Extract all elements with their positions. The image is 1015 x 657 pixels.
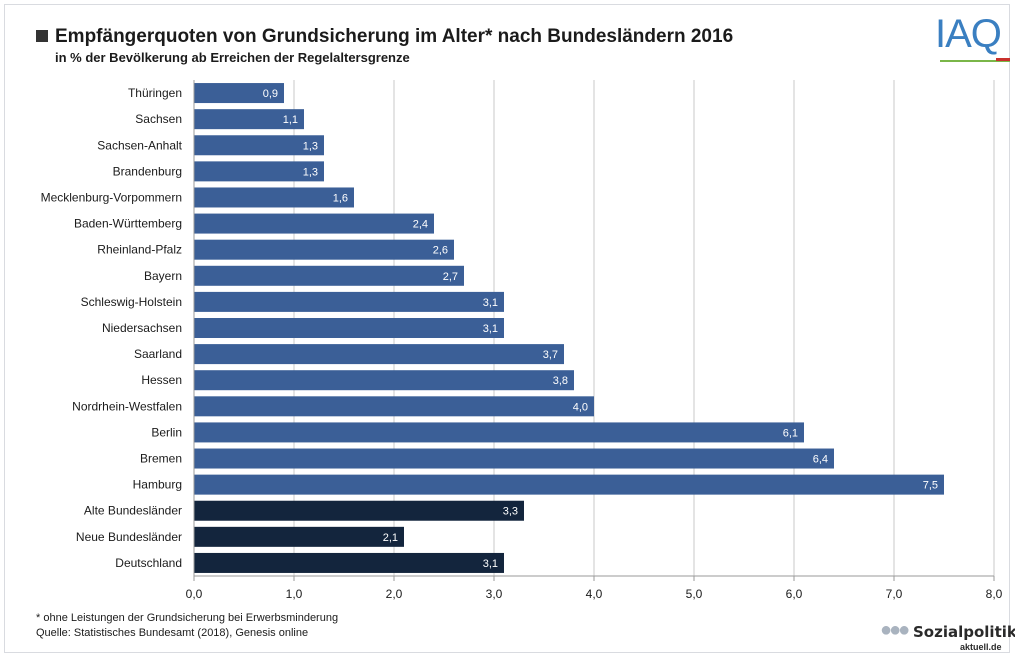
bar [194, 500, 524, 521]
iaq-logo-underline [940, 60, 1010, 62]
logo-sub-text: aktuell.de [960, 642, 1002, 652]
bar-value-label: 3,7 [543, 349, 558, 361]
category-label: Neue Bundesländer [76, 530, 182, 544]
bar-value-label: 6,1 [783, 427, 798, 439]
bar-value-label: 4,0 [573, 401, 588, 413]
bar-value-label: 3,1 [483, 323, 498, 335]
bar-value-label: 1,1 [283, 114, 298, 126]
iaq-logo: IAQ [935, 12, 1002, 56]
x-tick-label: 5,0 [686, 587, 703, 601]
category-label: Brandenburg [113, 164, 182, 178]
category-label: Schleswig-Holstein [81, 295, 182, 309]
bar [194, 344, 564, 365]
category-label: Hamburg [133, 478, 182, 492]
chart-frame [4, 4, 1010, 653]
category-label: Alte Bundesländer [84, 504, 182, 518]
category-label: Hessen [141, 373, 182, 387]
bar [194, 187, 354, 208]
logo-main-text: Sozialpolitik- [913, 623, 1015, 641]
category-label: Bremen [140, 452, 182, 466]
x-tick-label: 4,0 [586, 587, 603, 601]
bar-value-label: 3,8 [553, 375, 568, 387]
bar-value-label: 3,1 [483, 297, 498, 309]
x-tick-label: 6,0 [786, 587, 803, 601]
bar-value-label: 3,3 [503, 506, 518, 518]
bar-value-label: 6,4 [813, 454, 828, 466]
x-tick-label: 7,0 [886, 587, 903, 601]
footnote: * ohne Leistungen der Grundsicherung bei… [36, 612, 339, 624]
category-label: Berlin [151, 425, 182, 439]
bar [194, 239, 454, 260]
category-label: Sachsen-Anhalt [97, 138, 182, 152]
bar-value-label: 2,7 [443, 271, 458, 283]
iaq-logo-accent [996, 58, 1010, 61]
title-marker-icon [36, 30, 48, 42]
x-tick-label: 3,0 [486, 587, 503, 601]
x-tick-label: 2,0 [386, 587, 403, 601]
category-label: Rheinland-Pfalz [97, 243, 182, 257]
category-label: Niedersachsen [102, 321, 182, 335]
chart-title: Empfängerquoten von Grundsicherung im Al… [55, 26, 734, 47]
category-label: Saarland [134, 347, 182, 361]
bar-value-label: 1,3 [303, 140, 318, 152]
bar [194, 109, 304, 130]
bar [194, 265, 464, 286]
bar [194, 83, 284, 104]
bar-value-label: 2,4 [413, 219, 428, 231]
category-label: Thüringen [128, 86, 182, 100]
bar [194, 213, 434, 234]
people-icon: ●●● [880, 619, 910, 641]
category-label: Deutschland [115, 556, 182, 570]
bar [194, 422, 804, 443]
bar [194, 396, 594, 417]
bar [194, 370, 574, 391]
bar-value-label: 1,6 [333, 192, 348, 204]
x-tick-label: 1,0 [286, 587, 303, 601]
category-label: Mecklenburg-Vorpommern [41, 190, 182, 204]
category-label: Bayern [144, 269, 182, 283]
bar [194, 318, 504, 338]
bar [194, 291, 504, 312]
bar-value-label: 3,1 [483, 558, 498, 570]
bar-value-label: 7,5 [923, 480, 938, 492]
bar [194, 474, 944, 495]
bar [194, 161, 324, 182]
bar-value-label: 2,1 [383, 532, 398, 544]
category-label: Sachsen [135, 112, 182, 126]
bar [194, 552, 504, 573]
sozialpolitik-logo: ●●● Sozialpolitik- aktuell.de [880, 615, 1015, 655]
bar [194, 526, 404, 547]
category-label: Nordrhein-Westfalen [72, 399, 182, 413]
bar-value-label: 2,6 [433, 245, 448, 257]
bar-value-label: 0,9 [263, 88, 278, 100]
x-tick-label: 0,0 [186, 587, 203, 601]
bar-value-label: 1,3 [303, 166, 318, 178]
source-note: Quelle: Statistisches Bundesamt (2018), … [36, 627, 309, 639]
x-tick-label: 8,0 [986, 587, 1003, 601]
chart-subtitle: in % der Bevölkerung ab Erreichen der Re… [55, 50, 410, 65]
bar [194, 135, 324, 156]
bar [194, 448, 834, 469]
category-label: Baden-Württemberg [74, 217, 182, 231]
